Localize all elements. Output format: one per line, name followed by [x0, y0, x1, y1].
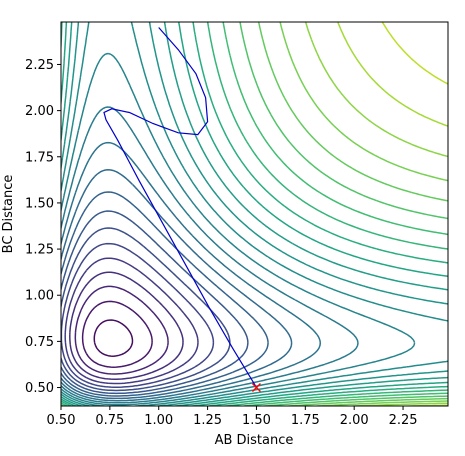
y-axis-label: BC Distance: [1, 175, 16, 254]
contour-level-line: [61, 227, 231, 392]
contour-lines: [61, 22, 448, 406]
trajectory-layer: [103, 27, 261, 393]
x-tick-label: 2.25: [389, 413, 418, 428]
contour-level-line: [81, 300, 153, 368]
plot-frame: [60, 21, 449, 407]
contour-level-line: [61, 22, 448, 406]
y-tick-label: 1.00: [25, 289, 54, 304]
y-tick-label: 2.00: [25, 104, 54, 119]
contour-level-line: [61, 106, 359, 404]
y-tick-label: 1.25: [25, 243, 54, 258]
contour-level-line: [61, 22, 448, 406]
y-tick-label: 1.75: [25, 150, 54, 165]
contour-level-line: [69, 271, 184, 380]
y-tick-label: 0.75: [25, 335, 54, 350]
x-tick-label: 1.50: [242, 413, 271, 428]
x-tick-label: 1.00: [144, 413, 173, 428]
contour-level-line: [61, 191, 269, 397]
contour-level-line: [61, 141, 322, 402]
contour-level-line: [74, 285, 169, 375]
contour-level-line: [61, 210, 249, 395]
contour-level-line: [61, 22, 448, 406]
y-tick-label: 2.25: [25, 58, 54, 73]
contour-level-line: [64, 257, 199, 385]
contour-level-line: [279, 22, 448, 406]
x-tick-label: 1.25: [193, 413, 222, 428]
x-tick-label: 2.00: [340, 413, 369, 428]
contour-level-line: [304, 22, 448, 406]
contour-level-line: [61, 22, 448, 406]
start-marker: [251, 383, 261, 393]
axis-ticks: 0.50 0.75 1.00 1.25 1.50 1.75 2.00 2.25 0.50 0.75…: [25, 58, 417, 428]
contour-level-line: [61, 22, 448, 406]
y-tick-label: 1.50: [25, 196, 54, 211]
trajectory-line: [103, 27, 258, 388]
x-tick-label: 0.50: [47, 413, 76, 428]
x-tick-label: 1.75: [291, 413, 320, 428]
contour-level-line: [381, 22, 448, 85]
x-axis-label: AB Distance: [215, 433, 294, 448]
contour-level-line: [61, 242, 215, 388]
contour-level-line: [61, 52, 416, 406]
contour-level-line: [61, 22, 448, 406]
x-tick-label: 0.75: [95, 413, 124, 428]
y-tick-label: 0.50: [25, 381, 54, 396]
contour-level-line: [61, 22, 448, 406]
contour-level-line: [61, 22, 448, 406]
contour-level-line: [257, 22, 448, 406]
contour-level-line: [93, 319, 134, 357]
